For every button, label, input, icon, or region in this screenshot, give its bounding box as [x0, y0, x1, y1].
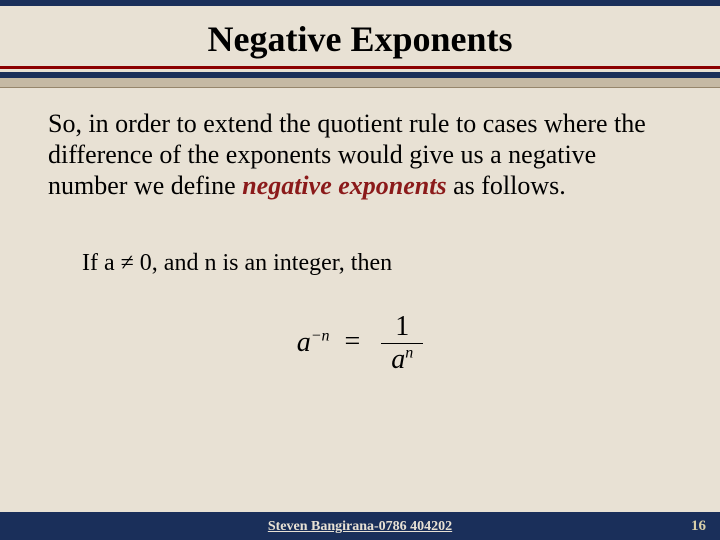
formula-den-exp: n [405, 344, 413, 361]
divider-tan [0, 78, 720, 88]
formula: a−n = 1 an [48, 311, 672, 378]
formula-denominator: an [381, 344, 423, 378]
intro-paragraph: So, in order to extend the quotient rule… [48, 108, 672, 202]
emphasis-term: negative exponents [242, 171, 446, 200]
slide-title: Negative Exponents [0, 6, 720, 60]
formula-fraction: 1 an [381, 311, 423, 378]
para-text-2: as follows. [447, 171, 566, 200]
formula-numerator: 1 [381, 311, 423, 344]
title-divider [0, 66, 720, 88]
content-area: So, in order to extend the quotient rule… [48, 108, 672, 378]
footer-author: Steven Bangirana-0786 404202 [268, 519, 452, 535]
formula-lhs-base: a [297, 326, 311, 357]
footer-bar: Steven Bangirana-0786 404202 16 [0, 512, 720, 540]
formula-den-base: a [391, 344, 405, 375]
formula-equals: = [345, 326, 361, 357]
divider-red [0, 66, 720, 69]
page-number: 16 [691, 518, 706, 535]
formula-lhs-exp: −n [311, 327, 330, 344]
condition-line: If a ≠ 0, and n is an integer, then [82, 250, 672, 277]
